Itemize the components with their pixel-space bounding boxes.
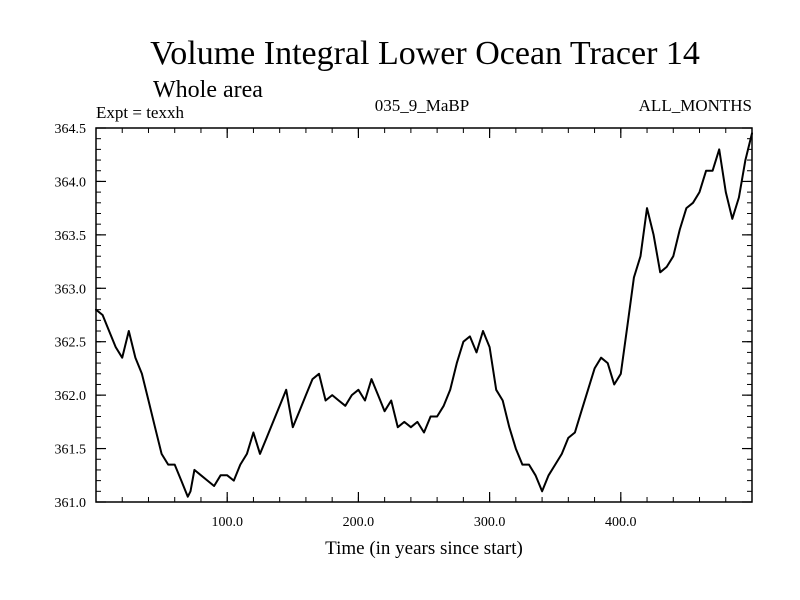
- series: [95, 132, 753, 498]
- months-label: ALL_MONTHS: [639, 96, 752, 115]
- x-tick-label: 400.0: [605, 515, 637, 530]
- x-axis-label: Time (in years since start): [325, 538, 523, 559]
- y-tick-label: 364.5: [55, 122, 87, 137]
- y-tick-label: 363.5: [55, 229, 87, 244]
- expt-label: Expt = texxh: [96, 103, 184, 122]
- chart-title: Volume Integral Lower Ocean Tracer 14: [150, 35, 700, 72]
- chart-subtitle: Whole area: [153, 77, 263, 103]
- axes: [95, 127, 753, 503]
- plot-frame: [95, 127, 753, 503]
- y-tick-label: 362.5: [55, 336, 87, 351]
- x-tick-label: 200.0: [343, 515, 375, 530]
- x-tick-label: 300.0: [474, 515, 506, 530]
- y-tick-label: 361.5: [55, 443, 87, 458]
- x-tick-label: 100.0: [211, 515, 243, 530]
- run-label: 035_9_MaBP: [375, 96, 469, 115]
- series-line: [95, 132, 753, 498]
- y-tick-label: 364.0: [55, 175, 87, 190]
- y-tick-label: 361.0: [55, 496, 87, 511]
- y-tick-label: 362.0: [55, 389, 87, 404]
- ticks: 100.0 200.0 300.0 400.0 361.0 361.5 362.0 362.5…: [55, 122, 752, 530]
- y-tick-label: 363.0: [55, 282, 87, 297]
